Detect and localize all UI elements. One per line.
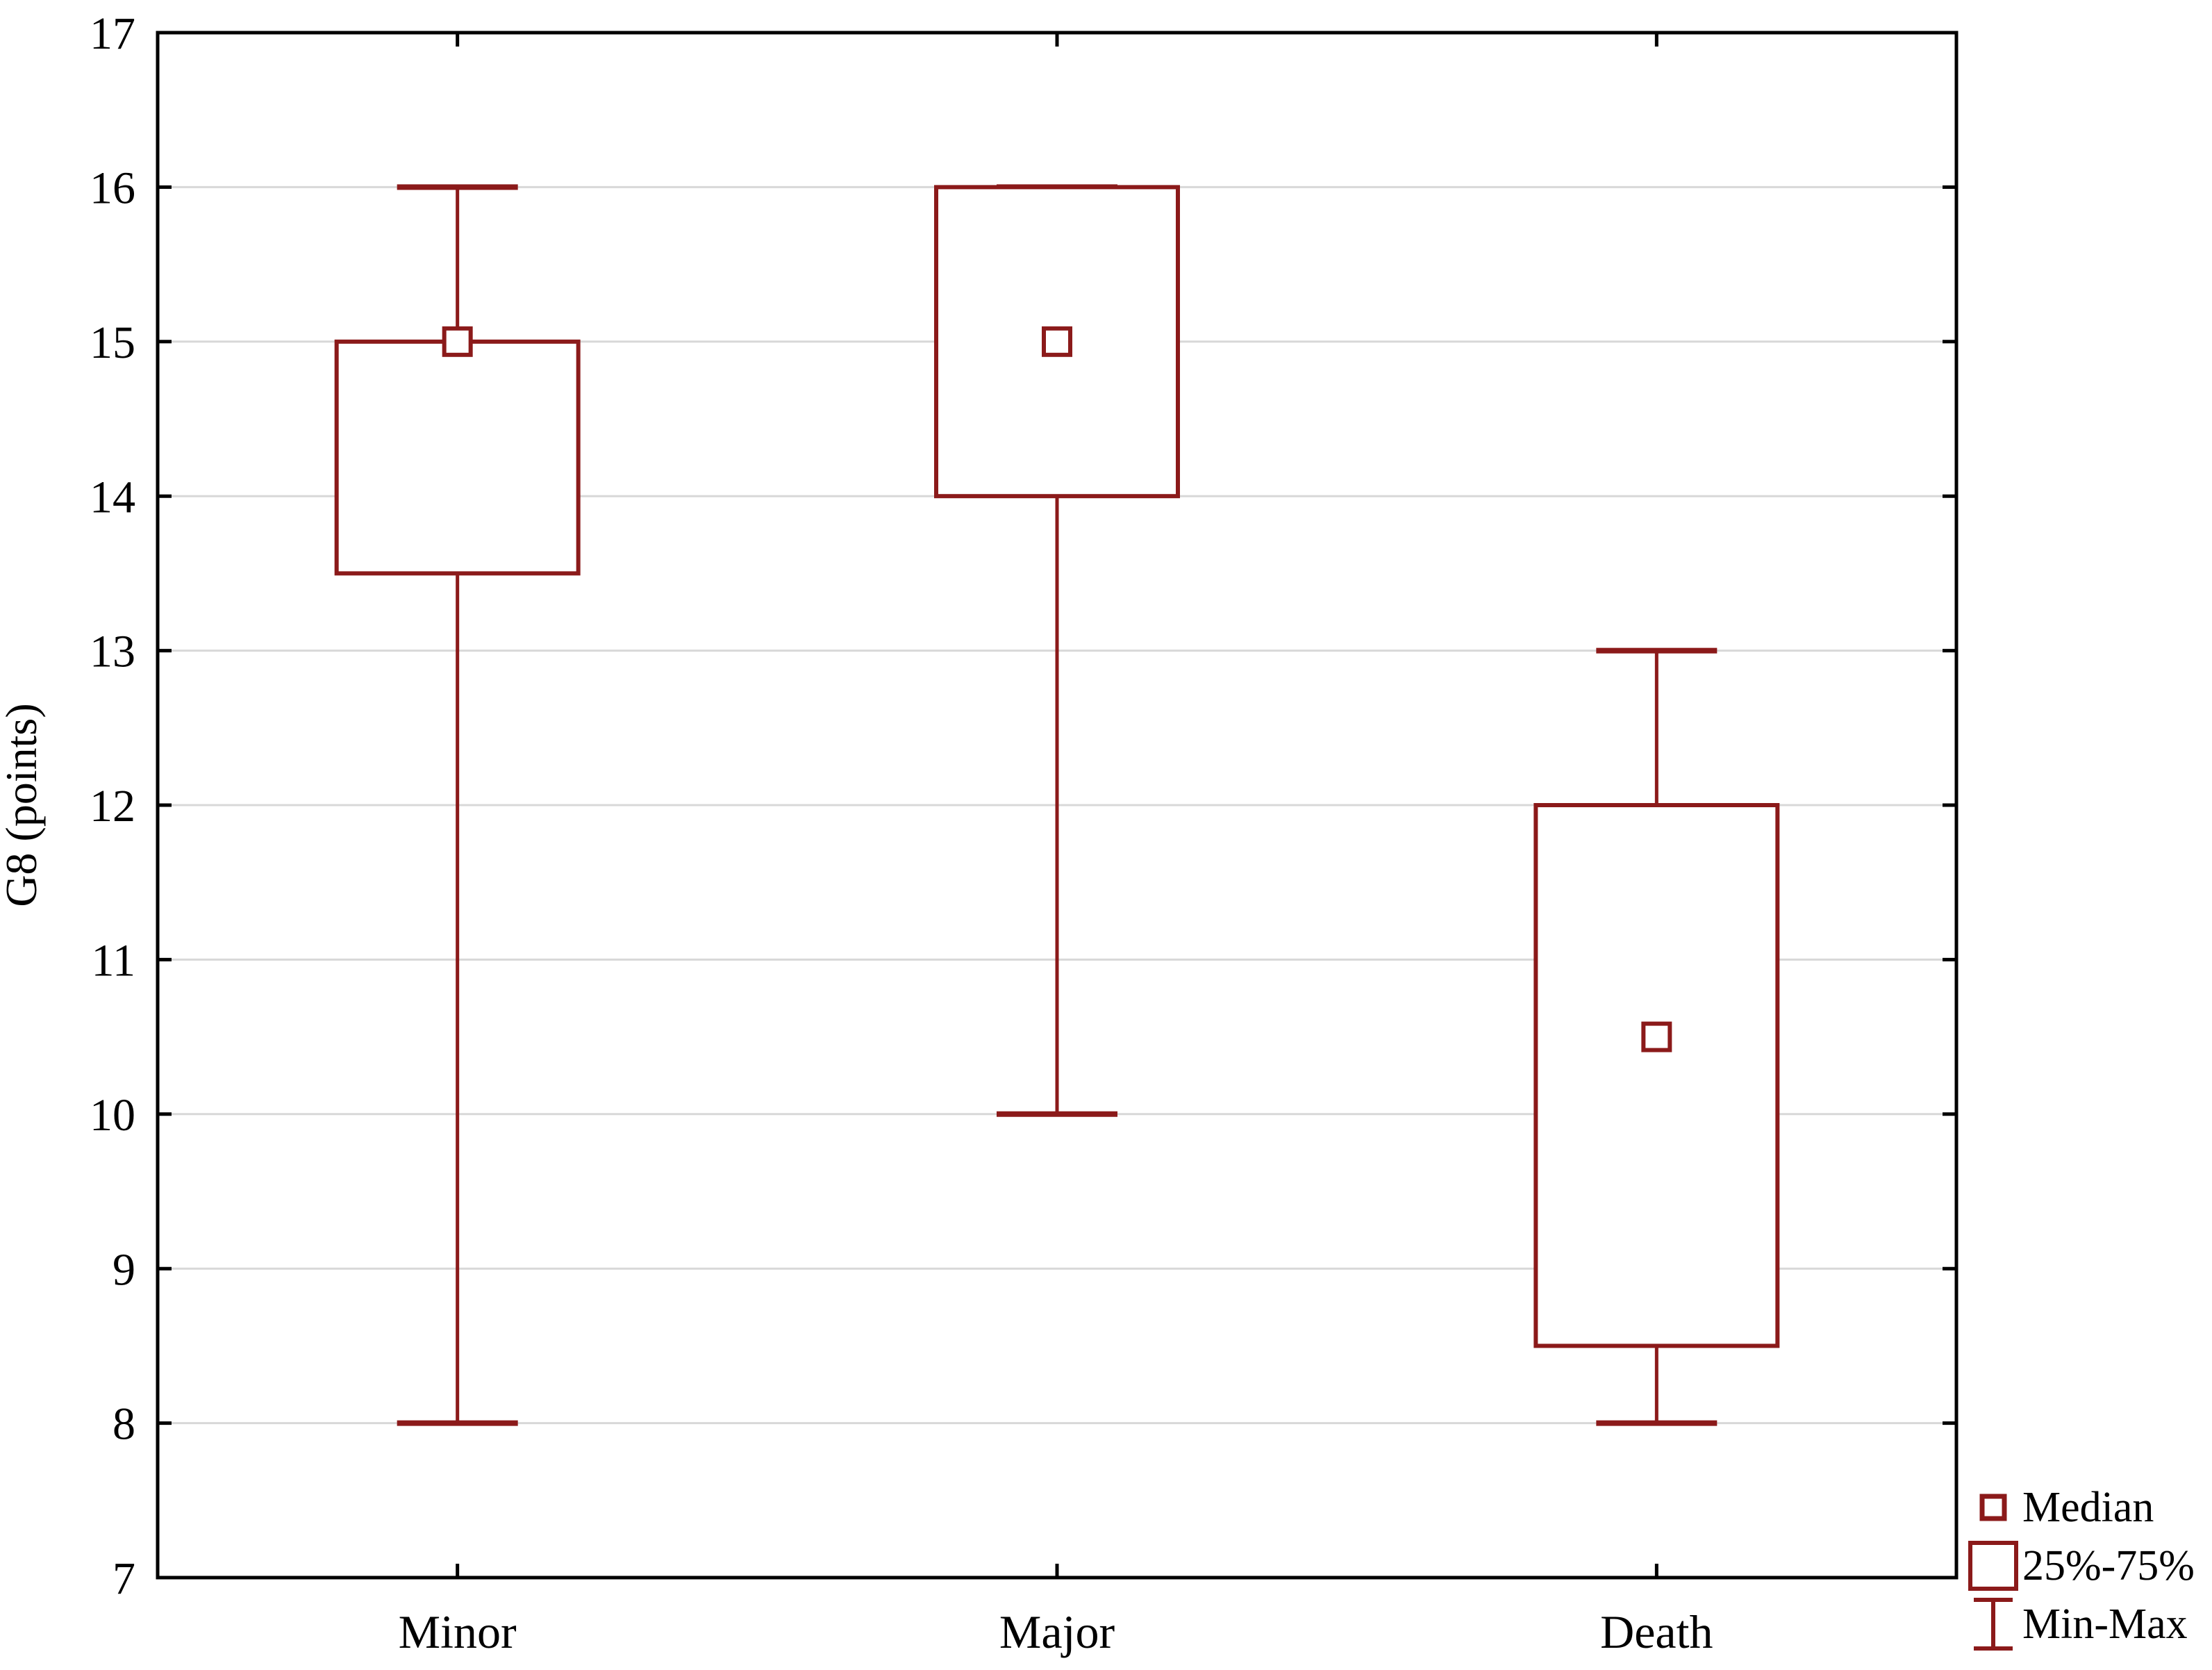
y-tick-label-13: 13 [90, 627, 135, 677]
y-tick-label-14: 14 [90, 472, 135, 522]
y-tick-label-15: 15 [90, 317, 135, 368]
legend-label-median: Median [2022, 1484, 2154, 1531]
legend-item-minmax: Min-Max [1964, 1595, 2195, 1653]
x-category-label-major: Major [999, 1605, 1115, 1658]
iqr-box-icon [1964, 1540, 2022, 1592]
y-tick-label-9: 9 [113, 1244, 135, 1295]
legend-label-iqr: 25%-75% [2022, 1542, 2195, 1589]
median-marker-major [1042, 326, 1072, 357]
legend-label-minmax: Min-Max [2022, 1601, 2188, 1648]
iqr-box-death [1533, 803, 1780, 1348]
y-tick-label-7: 7 [113, 1553, 135, 1604]
y-tick-label-10: 10 [90, 1090, 135, 1141]
y-tick-label-16: 16 [90, 163, 135, 214]
y-axis-title: G8 (points) [0, 703, 46, 907]
minmax-whisker-icon [1964, 1596, 2022, 1653]
median-marker-minor [442, 326, 473, 357]
median-marker-death [1641, 1021, 1672, 1052]
legend: Median 25%-75% Min-Max [1964, 1478, 2195, 1653]
x-category-label-death: Death [1600, 1605, 1713, 1658]
y-tick-label-17: 17 [90, 8, 135, 59]
iqr-box-minor [334, 339, 581, 576]
x-category-label-minor: Minor [399, 1605, 517, 1658]
legend-item-median: Median [1964, 1478, 2195, 1537]
median-marker-icon [1964, 1491, 2022, 1523]
y-tick-label-11: 11 [91, 936, 135, 986]
y-tick-label-8: 8 [113, 1399, 135, 1450]
y-tick-label-12: 12 [90, 781, 135, 832]
legend-item-iqr: 25%-75% [1964, 1537, 2195, 1595]
